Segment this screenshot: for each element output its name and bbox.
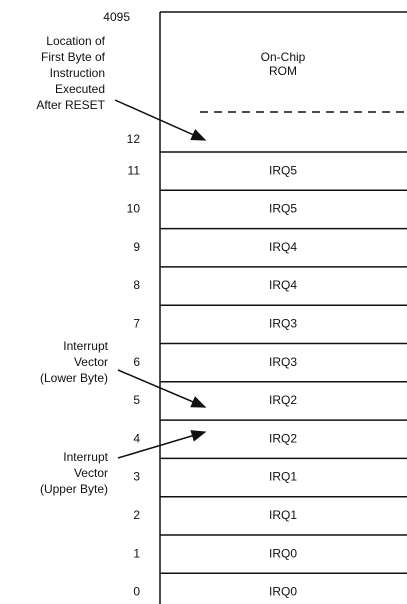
annotation: Executed bbox=[55, 82, 105, 96]
arrow bbox=[117, 430, 207, 459]
annotation: Interrupt bbox=[63, 339, 108, 353]
address-label: 8 bbox=[133, 278, 140, 292]
row-label: IRQ3 bbox=[269, 355, 297, 369]
annotation: Interrupt bbox=[63, 450, 108, 464]
address-label: 7 bbox=[133, 317, 140, 331]
address-label: 4095 bbox=[103, 10, 130, 24]
address-label: 9 bbox=[133, 240, 140, 254]
address-label: 6 bbox=[133, 355, 140, 369]
annotation: After RESET bbox=[36, 98, 105, 112]
address-label: 11 bbox=[128, 163, 141, 177]
row-label: IRQ5 bbox=[269, 202, 297, 216]
annotation: (Lower Byte) bbox=[40, 371, 108, 385]
annotation: First Byte of bbox=[41, 50, 106, 64]
arrow bbox=[117, 369, 207, 408]
row-label: IRQ3 bbox=[269, 317, 297, 331]
address-label: 1 bbox=[133, 546, 140, 560]
row-label: IRQ0 bbox=[269, 585, 297, 599]
annotation: (Upper Byte) bbox=[40, 482, 108, 496]
annotation: Location of bbox=[46, 34, 105, 48]
annotation: Vector bbox=[74, 466, 108, 480]
rom-label: ROM bbox=[269, 64, 297, 78]
address-label: 0 bbox=[133, 585, 140, 599]
arrow bbox=[114, 99, 207, 141]
row-label: IRQ1 bbox=[269, 470, 297, 484]
row-label: IRQ2 bbox=[269, 393, 297, 407]
annotation: Instruction bbox=[50, 66, 105, 80]
row-label: IRQ5 bbox=[269, 163, 297, 177]
address-label: 4 bbox=[133, 431, 140, 445]
address-label: 3 bbox=[133, 470, 140, 484]
row-label: IRQ1 bbox=[269, 508, 297, 522]
rom-label: On-Chip bbox=[261, 50, 306, 64]
row-label: IRQ4 bbox=[269, 278, 297, 292]
address-label: 12 bbox=[127, 132, 141, 146]
address-label: 2 bbox=[133, 508, 140, 522]
row-label: IRQ2 bbox=[269, 431, 297, 445]
address-label: 5 bbox=[133, 393, 140, 407]
address-label: 10 bbox=[127, 202, 141, 216]
annotation: Vector bbox=[74, 355, 108, 369]
row-label: IRQ4 bbox=[269, 240, 297, 254]
row-label: IRQ0 bbox=[269, 546, 297, 560]
